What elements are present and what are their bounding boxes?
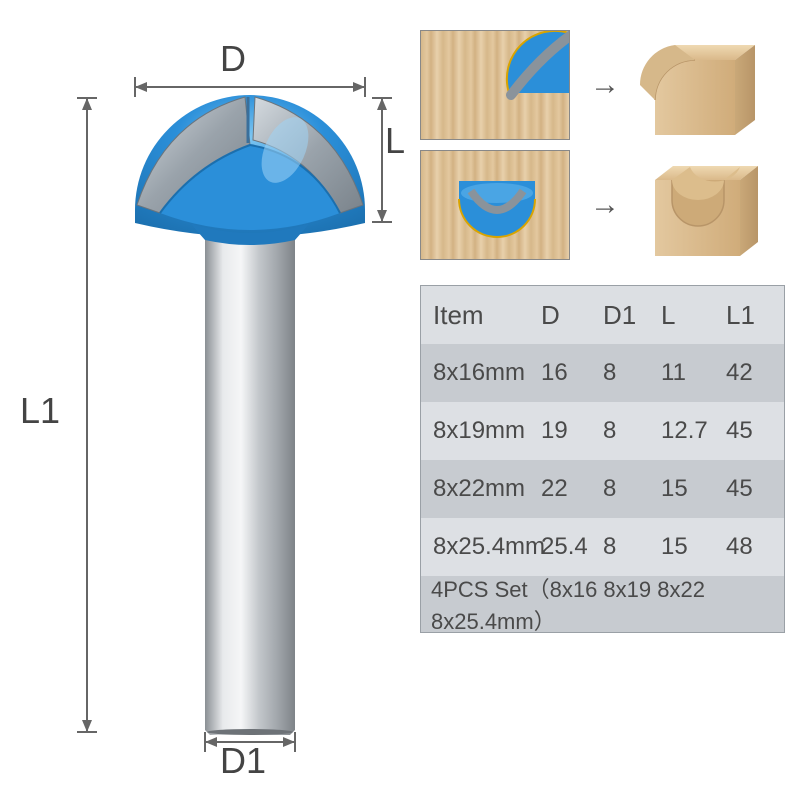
cell: 19 (541, 417, 603, 445)
cell: 16 (541, 359, 603, 387)
router-bit-icon (135, 95, 365, 735)
arrow-icon: → (570, 68, 640, 102)
table-footer: 4PCS Set（8x16 8x19 8x22 8x25.4mm） (421, 576, 784, 632)
col-d1: D1 (603, 300, 661, 331)
cell: 15 (661, 533, 726, 561)
cell: 45 (726, 417, 776, 445)
cell: 8x19mm (421, 417, 541, 445)
cell: 8 (603, 533, 661, 561)
usage-before-corner (420, 30, 570, 140)
usage-examples: → (420, 30, 785, 270)
dim-arrow-l (370, 90, 394, 230)
cell: 8 (603, 417, 661, 445)
spec-table: Item D D1 L L1 8x16mm 16 8 11 42 8x19mm … (420, 285, 785, 633)
router-bit-diagram: D L L1 D1 (20, 20, 400, 780)
cell: 15 (661, 475, 726, 503)
cell: 8 (603, 475, 661, 503)
usage-before-groove (420, 150, 570, 260)
col-item: Item (421, 300, 541, 331)
arrow-icon: → (570, 188, 640, 222)
mini-bit-icon (456, 181, 538, 259)
usage-row-corner: → (420, 30, 785, 140)
dim-arrow-l1 (75, 90, 99, 740)
col-l: L (661, 300, 726, 331)
dim-label-l1: L1 (20, 390, 60, 432)
cell: 8x25.4mm (421, 533, 541, 561)
cell: 8x16mm (421, 359, 541, 387)
col-d: D (541, 300, 603, 331)
mini-bit-icon (499, 30, 570, 101)
usage-row-groove: → (420, 150, 785, 260)
cell: 8 (603, 359, 661, 387)
table-row: 8x25.4mm 25.4 8 15 48 (421, 518, 784, 576)
cell: 25.4 (541, 533, 603, 561)
table-row: 8x22mm 22 8 15 45 (421, 460, 784, 518)
cell: 11 (661, 359, 726, 387)
table-row: 8x19mm 19 8 12.7 45 (421, 402, 784, 460)
table-header: Item D D1 L L1 (421, 286, 784, 344)
usage-after-corner (640, 30, 765, 140)
cell: 45 (726, 475, 776, 503)
dim-label-d: D (220, 38, 246, 80)
usage-after-groove (640, 150, 765, 260)
cell: 12.7 (661, 417, 726, 445)
col-l1: L1 (726, 300, 776, 331)
cell: 8x22mm (421, 475, 541, 503)
cell: 42 (726, 359, 776, 387)
cell: 48 (726, 533, 776, 561)
table-row: 8x16mm 16 8 11 42 (421, 344, 784, 402)
cell: 22 (541, 475, 603, 503)
